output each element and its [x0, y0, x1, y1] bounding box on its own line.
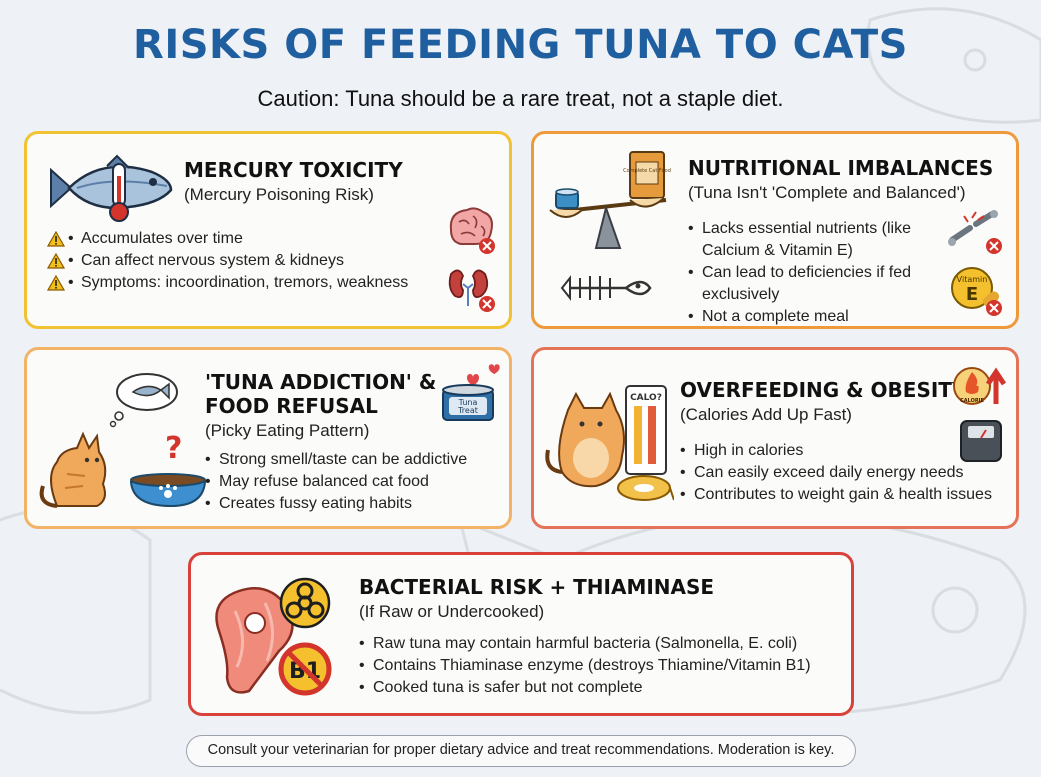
vitamin-label: Vitamin [957, 275, 988, 284]
obesity-bullet-list: High in calories Can easily exceed daily… [680, 440, 1010, 506]
card-mercury-toxicity: MERCURY TOXICITY (Mercury Poisoning Risk… [24, 131, 512, 329]
list-item: • Can affect nervous system & kidneys [47, 250, 447, 272]
addiction-bullet-list: Strong smell/taste can be addictive May … [205, 449, 505, 515]
list-item: Can lead to deficiencies if fed exclusiv… [688, 262, 958, 306]
vitamin-letter: E [966, 284, 978, 305]
list-item: Raw tuna may contain harmful bacteria (S… [359, 633, 849, 655]
warning-icon [47, 253, 65, 269]
bacterial-subtitle: (If Raw or Undercooked) [359, 602, 545, 621]
weight-scale-icon [960, 420, 1002, 462]
mercury-subtitle: (Mercury Poisoning Risk) [184, 185, 374, 204]
card-bacterial-risk: B1 BACTERIAL RISK + THIAMINASE (If Raw o… [188, 552, 854, 716]
fat-cat-calorie-icon: CALO? [545, 385, 674, 501]
card-tuna-addiction: ? 'TUNA ADDICTION' & FOOD REFUSAL (Picky… [24, 347, 512, 529]
warning-icon [47, 275, 65, 291]
card-overfeeding-obesity: CALO? OVERFEEDING & OBESITY (Calories Ad… [531, 347, 1019, 529]
page-title: RISKS OF FEEDING TUNA TO CATS [133, 22, 908, 68]
list-item: Creates fussy eating habits [205, 493, 505, 515]
fish-thermometer-icon [50, 154, 173, 222]
kidney-icon [448, 269, 495, 312]
bacterial-title: BACTERIAL RISK + THIAMINASE [359, 575, 715, 599]
list-item: Lacks essential nutrients (like Calcium … [688, 218, 958, 262]
calorie-chart-label: CALO? [630, 393, 662, 403]
obesity-title: OVERFEEDING & OBESITY [680, 378, 967, 402]
obesity-subtitle: (Calories Add Up Fast) [680, 405, 852, 424]
addiction-title-line2: FOOD REFUSAL [205, 394, 378, 418]
list-item: Contributes to weight gain & health issu… [680, 484, 1010, 506]
broken-bone-icon [948, 210, 1002, 254]
list-item: • Accumulates over time [47, 228, 447, 250]
calorie-badge-label: CALORIE [960, 398, 985, 404]
list-item: Not a complete meal [688, 306, 958, 328]
addiction-title-line1: 'TUNA ADDICTION' & [205, 370, 437, 394]
mercury-bullet-list: • Accumulates over time • Can affect nervo… [47, 228, 447, 294]
tuna-can-hearts-icon: Tuna Treat [442, 364, 500, 421]
question-mark-icon: ? [165, 431, 182, 466]
list-item: Contains Thiaminase enzyme (destroys Thi… [359, 655, 849, 677]
list-item: Can easily exceed daily energy needs [680, 462, 1010, 484]
mercury-title: MERCURY TOXICITY [184, 158, 403, 182]
list-item: • Symptoms: incoordination, tremors, weak… [47, 272, 447, 294]
nutrition-title: NUTRITIONAL IMBALANCES [688, 156, 994, 180]
brain-icon [449, 207, 495, 254]
warning-icon [47, 231, 65, 247]
list-item: May refuse balanced cat food [205, 471, 505, 493]
footer-note: Consult your veterinarian for proper die… [186, 735, 856, 767]
nutrition-bullet-list: Lacks essential nutrients (like Calcium … [688, 218, 958, 328]
card-nutritional-imbalances: Complete Cat Food NUTRITIONAL IMBALANCES… [531, 131, 1019, 329]
tuna-can-label-2: Treat [457, 406, 478, 415]
page-subtitle: Caution: Tuna should be a rare treat, no… [257, 86, 784, 111]
cat-food-bag-label: Complete Cat Food [623, 168, 671, 174]
raw-tuna-biohazard-icon: B1 [215, 577, 332, 696]
cat-thinking-bowl-icon: ? [39, 373, 207, 508]
vitamin-e-icon: Vitamin E [951, 267, 1002, 316]
list-item: Strong smell/taste can be addictive [205, 449, 505, 471]
scale-imbalance-icon: Complete Cat Food [549, 151, 671, 301]
tuna-can-label-1: Tuna [458, 398, 478, 407]
nutrition-subtitle: (Tuna Isn't 'Complete and Balanced') [688, 183, 966, 202]
addiction-subtitle: (Picky Eating Pattern) [205, 421, 370, 440]
list-item: Cooked tuna is safer but not complete [359, 677, 849, 699]
list-item: High in calories [680, 440, 1010, 462]
bacterial-bullet-list: Raw tuna may contain harmful bacteria (S… [359, 633, 849, 699]
calorie-flame-up-icon: CALORIE [953, 367, 1007, 405]
